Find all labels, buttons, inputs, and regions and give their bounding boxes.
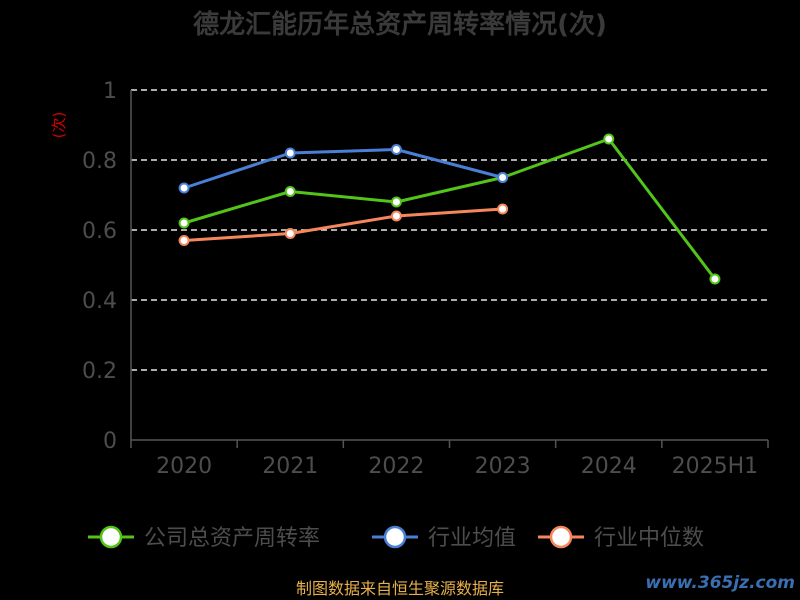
x-tick-label: 2024 [581, 454, 637, 479]
series-layer [178, 133, 721, 285]
grid-layer [131, 89, 768, 371]
data-point [709, 273, 721, 285]
source-note: 制图数据来自恒生聚源数据库 [296, 579, 504, 598]
legend-marker [549, 525, 573, 549]
axis-layer: 0 0.2 0.4 0.6 0.8 1 2020 2021 2022 2023 2024 2025H1 [82, 79, 769, 479]
legend-item-1: 行业均值 [372, 525, 516, 551]
y-tick-label: 0.2 [82, 359, 117, 384]
series-1 [178, 144, 509, 194]
y-axis-label: (次) [50, 112, 68, 139]
data-point [390, 210, 402, 222]
data-point [497, 172, 509, 183]
y-tick-label: 0.6 [82, 219, 117, 244]
watermark: www.365jz.com [645, 573, 795, 593]
series-line [183, 137, 717, 280]
series-2 [178, 203, 509, 246]
data-point [178, 235, 190, 246]
x-tick-label: 2020 [156, 454, 212, 479]
legend: 公司总资产周转率 行业均值 行业中位数 [88, 525, 704, 551]
legend-marker [383, 525, 407, 549]
series-0 [178, 133, 721, 285]
y-tick-label: 0.8 [82, 149, 117, 174]
chart-title: 德龙汇能历年总资产周转率情况(次) [193, 9, 607, 40]
legend-label: 行业均值 [428, 526, 516, 551]
y-tick-label: 0.4 [82, 289, 117, 314]
x-tick-label: 2022 [368, 454, 424, 479]
legend-marker [99, 525, 123, 549]
legend-label: 行业中位数 [594, 526, 704, 551]
series-line [184, 207, 503, 242]
y-tick-label: 1 [103, 79, 117, 104]
y-tick-label: 0 [103, 429, 117, 454]
data-point [178, 217, 190, 229]
legend-item-0: 公司总资产周转率 [88, 525, 320, 551]
data-point [284, 147, 296, 159]
legend-label: 公司总资产周转率 [144, 526, 320, 551]
data-point [284, 228, 296, 239]
data-point [178, 182, 190, 194]
data-point [284, 186, 296, 197]
series-line [183, 148, 503, 190]
data-point [390, 144, 402, 155]
data-point [603, 133, 615, 145]
legend-item-2: 行业中位数 [538, 525, 704, 551]
x-tick-label: 2021 [262, 454, 318, 479]
data-point [390, 196, 402, 208]
x-tick-label: 2025H1 [672, 454, 759, 479]
x-tick-label: 2023 [475, 454, 531, 479]
data-point [497, 203, 509, 215]
